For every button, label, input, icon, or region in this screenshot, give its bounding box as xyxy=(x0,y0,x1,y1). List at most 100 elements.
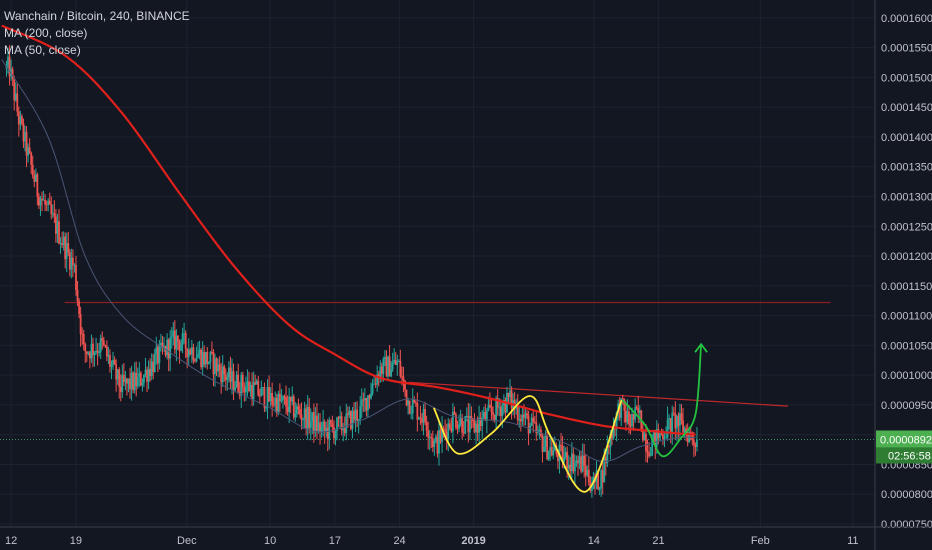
candle-body xyxy=(19,116,22,125)
candle-body xyxy=(105,346,108,357)
ma200-line[interactable] xyxy=(1,24,696,436)
candle-body xyxy=(135,372,138,387)
candle-body xyxy=(587,469,590,483)
candle-body xyxy=(280,399,283,402)
candle-body xyxy=(496,398,499,408)
candle-body xyxy=(92,343,94,356)
candle-body xyxy=(112,359,114,365)
candle-body xyxy=(25,131,28,156)
candle-body xyxy=(39,198,42,206)
candle-body xyxy=(439,429,442,442)
candle-body xyxy=(59,243,62,244)
candle-body xyxy=(85,351,88,354)
candle-body xyxy=(631,414,633,427)
candle-body xyxy=(62,236,65,245)
candle-body xyxy=(266,386,269,408)
candle-body xyxy=(521,414,524,422)
candle-body xyxy=(433,440,436,448)
candle-body xyxy=(220,370,223,383)
candle-body xyxy=(411,399,414,414)
candle-body xyxy=(538,429,541,432)
candle-body xyxy=(34,174,37,182)
candle-body xyxy=(303,408,306,420)
green-pattern-drawing[interactable] xyxy=(621,344,702,458)
candle-body xyxy=(41,198,43,201)
candle-body xyxy=(81,333,84,335)
candle-body xyxy=(79,313,82,334)
yellow-pattern-drawing[interactable] xyxy=(432,395,623,493)
y-tick-label: 0.0000800 xyxy=(881,489,932,501)
candle-body xyxy=(413,399,416,403)
candle-body xyxy=(146,369,148,382)
candle-body xyxy=(166,339,169,356)
candle-body xyxy=(317,422,320,431)
candle-body xyxy=(646,451,649,453)
candle-body xyxy=(183,333,186,334)
y-tick-label: 0.0001550 xyxy=(881,43,932,55)
candle-body xyxy=(694,444,697,447)
candle-body xyxy=(289,396,292,402)
candle-body xyxy=(417,417,420,420)
candle-body xyxy=(187,349,190,358)
candle-body xyxy=(407,400,409,406)
x-tick-label: 10 xyxy=(264,535,276,547)
candle-body xyxy=(320,426,323,433)
candle-body xyxy=(660,433,663,435)
candle-body xyxy=(93,352,96,356)
candle-body xyxy=(180,344,182,351)
countdown-value: 02:56:58 xyxy=(888,450,931,462)
candle-body xyxy=(680,413,683,421)
candle-body xyxy=(265,407,267,409)
candle-body xyxy=(263,387,266,408)
candle-body xyxy=(519,419,522,422)
candle-body xyxy=(577,460,579,464)
candle-body xyxy=(662,434,664,439)
candle-body xyxy=(68,252,71,270)
descending-trendline[interactable] xyxy=(408,381,789,407)
candle-body xyxy=(67,243,70,253)
candle-body xyxy=(481,417,484,427)
ma200-legend: MA (200, close) xyxy=(4,26,88,40)
candle-body xyxy=(147,368,150,382)
candle-body xyxy=(249,385,252,392)
candle-body xyxy=(615,412,618,430)
candle-body xyxy=(119,387,122,392)
candle-body xyxy=(348,411,351,416)
candle-body xyxy=(178,341,181,351)
candle-body xyxy=(493,414,496,420)
candle-body xyxy=(221,366,224,383)
x-tick-label: 14 xyxy=(588,535,600,547)
candle-body xyxy=(172,330,175,337)
candle-body xyxy=(116,369,119,380)
candle-body xyxy=(22,123,25,142)
candle-body xyxy=(462,432,465,434)
candle-body xyxy=(390,369,392,377)
candle-body xyxy=(564,452,567,458)
candle-body xyxy=(464,416,467,434)
candle-body xyxy=(629,424,632,427)
candle-body xyxy=(427,430,430,438)
candle-body xyxy=(380,366,383,374)
candle-body xyxy=(543,446,545,452)
candle-body xyxy=(448,423,451,428)
candle-body xyxy=(632,414,635,420)
candle-body xyxy=(586,469,589,476)
candle-body xyxy=(648,452,650,457)
candle-body xyxy=(385,357,388,377)
candle-body xyxy=(367,395,369,411)
candle-body xyxy=(645,433,647,452)
candle-body xyxy=(126,378,128,384)
candle-body xyxy=(600,470,603,489)
candle-body xyxy=(122,374,125,382)
candle-body xyxy=(84,344,87,352)
candle-body xyxy=(334,431,337,439)
candle-body xyxy=(127,378,130,384)
candle-body xyxy=(311,412,314,422)
ma50-line[interactable] xyxy=(1,59,696,463)
y-tick-label: 0.0001350 xyxy=(881,162,932,174)
moving-averages xyxy=(1,24,696,463)
candle-body xyxy=(350,411,352,429)
candle-body xyxy=(209,351,212,363)
x-tick-label: 11 xyxy=(847,535,858,547)
